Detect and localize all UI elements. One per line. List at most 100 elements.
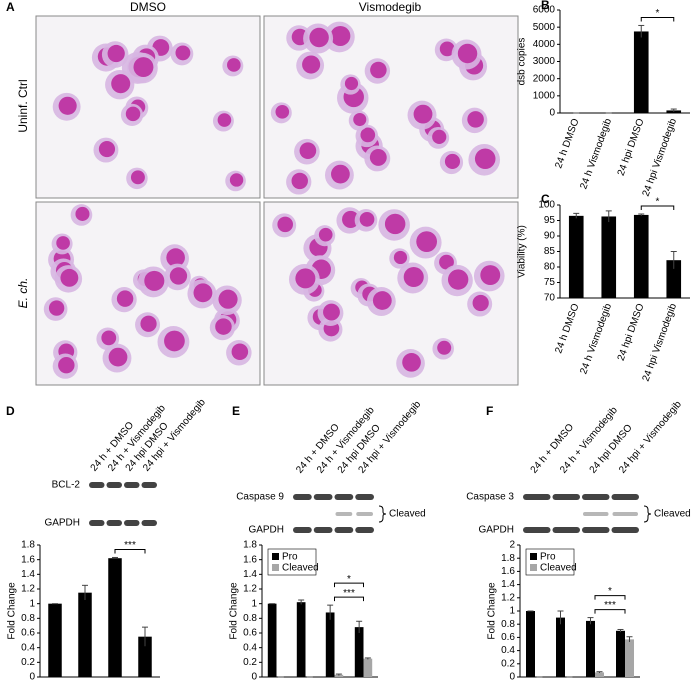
nucleus xyxy=(130,170,145,185)
y-axis-label: Fold Change xyxy=(487,582,498,640)
nucleus xyxy=(140,315,157,332)
y-tick-label: 4000 xyxy=(533,39,556,50)
panel-label: B xyxy=(541,0,550,12)
y-tick-label: 0.6 xyxy=(21,628,35,639)
bar xyxy=(633,31,649,113)
nucleus xyxy=(302,55,321,74)
nucleus xyxy=(215,318,232,335)
blot-row-label: BCL-2 xyxy=(52,480,81,491)
y-tick-label: 1.8 xyxy=(501,553,515,564)
bar xyxy=(625,639,634,677)
blot-row-label: GAPDH xyxy=(248,525,284,536)
cleaved-label: Cleaved xyxy=(389,509,426,520)
nucleus xyxy=(413,104,433,124)
y-tick-label: 1.4 xyxy=(501,579,515,590)
y-tick-label: 0.2 xyxy=(21,657,35,668)
legend-label: Pro xyxy=(282,552,298,563)
blot-band xyxy=(141,520,157,526)
nucleus xyxy=(402,353,421,372)
nucleus xyxy=(108,347,128,367)
y-tick-label: 1.2 xyxy=(243,584,257,595)
y-tick-label: 1.6 xyxy=(501,566,515,577)
panel-label: F xyxy=(486,404,493,418)
y-tick-label: 100 xyxy=(538,200,555,211)
legend-swatch xyxy=(272,553,279,560)
blot-row-label: Caspase 3 xyxy=(466,492,514,503)
blot-band xyxy=(313,527,333,533)
bar xyxy=(633,214,649,298)
significance-bracket xyxy=(334,596,364,602)
y-axis-label: dsb copies xyxy=(517,38,528,86)
y-axis-label: Fold Change xyxy=(229,582,240,640)
y-tick-label: 1 xyxy=(509,606,515,617)
nucleus xyxy=(370,61,387,79)
significance-bracket xyxy=(640,16,675,22)
y-tick-label: 0 xyxy=(251,672,257,681)
y-tick-label: 0 xyxy=(509,672,515,681)
blot-row-label: Caspase 9 xyxy=(236,492,284,503)
x-tick-label: 24 hpi DMSO xyxy=(616,302,647,362)
y-tick-label: 75 xyxy=(544,277,556,288)
nucleus xyxy=(359,211,375,227)
blot-band xyxy=(106,520,122,526)
y-tick-label: 2 xyxy=(509,540,515,551)
blot-band xyxy=(612,512,638,516)
legend-swatch xyxy=(272,564,279,571)
blot-band xyxy=(356,512,373,516)
nucleus xyxy=(474,148,496,170)
bar xyxy=(78,592,92,677)
significance-label: * xyxy=(347,574,351,585)
bar xyxy=(595,672,604,677)
nucleus xyxy=(353,113,367,127)
nucleus xyxy=(291,172,308,190)
panel-label: E xyxy=(232,404,240,418)
y-tick-label: 1 xyxy=(251,598,257,609)
y-tick-label: 3000 xyxy=(533,56,556,67)
bar xyxy=(556,617,565,677)
y-tick-label: 0.8 xyxy=(21,613,35,624)
y-tick-label: 6000 xyxy=(533,5,556,16)
blot-band xyxy=(523,494,551,500)
blot-band xyxy=(611,527,639,533)
bar xyxy=(601,216,617,298)
bar xyxy=(354,627,364,677)
nucleus xyxy=(330,25,351,46)
legend-label: Pro xyxy=(540,552,556,563)
bar xyxy=(296,602,306,677)
panel-label: C xyxy=(541,192,550,206)
nucleus xyxy=(101,330,117,346)
y-tick-label: 90 xyxy=(544,231,556,242)
nucleus xyxy=(447,269,469,290)
y-tick-label: 0.6 xyxy=(243,628,257,639)
blot-band xyxy=(293,527,312,533)
nucleus xyxy=(457,43,478,64)
x-tick-label: 24 hpi DMSO xyxy=(616,117,647,177)
y-tick-label: 1.4 xyxy=(243,569,257,580)
nucleus xyxy=(229,173,244,187)
y-tick-label: 0.6 xyxy=(501,632,515,643)
significance-label: * xyxy=(656,8,660,19)
panel-label: A xyxy=(6,0,15,14)
nucleus xyxy=(318,227,333,242)
blot-band xyxy=(89,482,105,488)
nucleus xyxy=(472,294,489,312)
nucleus xyxy=(125,106,141,122)
blot-band xyxy=(334,527,354,533)
x-tick-label: 24 h Vismodegib xyxy=(578,117,614,191)
nucleus xyxy=(369,149,387,166)
y-tick-label: 1.6 xyxy=(21,554,35,565)
nucleus xyxy=(169,267,188,285)
nucleus xyxy=(98,140,116,158)
nucleus xyxy=(60,268,79,287)
nucleus xyxy=(231,343,249,361)
nucleus xyxy=(384,213,406,235)
blot-band xyxy=(335,512,353,516)
nucleus xyxy=(331,164,350,184)
significance-label: *** xyxy=(604,600,616,611)
brace xyxy=(378,505,387,523)
row-header: E. ch. xyxy=(16,278,30,309)
legend-label: Cleaved xyxy=(540,563,577,574)
nucleus xyxy=(111,74,131,94)
blot-band xyxy=(552,494,580,500)
blot-band xyxy=(523,527,551,533)
